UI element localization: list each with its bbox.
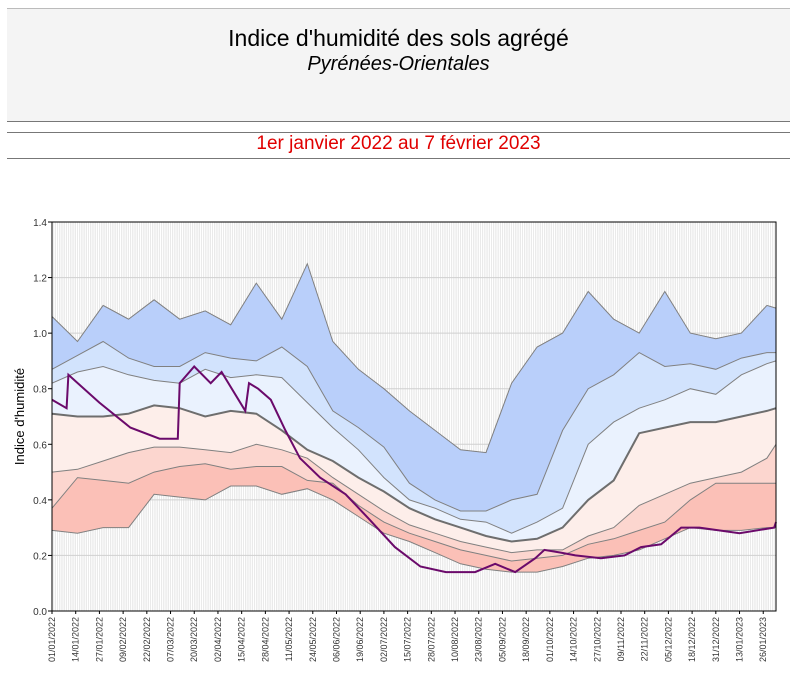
x-tick-label: 27/10/2022	[592, 617, 602, 662]
x-tick-label: 06/06/2022	[331, 617, 341, 662]
page-subtitle: Pyrénées-Orientales	[307, 53, 490, 75]
divider	[7, 121, 790, 122]
y-tick-label: 0.4	[33, 496, 47, 507]
x-tick-label: 10/08/2022	[450, 617, 460, 662]
current-series-line	[51, 365, 777, 574]
x-tick-label: 23/08/2022	[474, 617, 484, 662]
band-line-2	[51, 360, 777, 534]
divider	[7, 132, 790, 133]
x-tick-label: 15/07/2022	[403, 617, 413, 662]
x-tick-label: 26/01/2023	[758, 617, 768, 662]
y-axis-label: Indice d'humidité	[12, 368, 27, 465]
band-line-5	[51, 463, 776, 562]
x-tick-label: 05/09/2022	[497, 617, 507, 662]
x-tick-label: 01/10/2022	[545, 617, 555, 662]
plot-frame	[51, 221, 777, 612]
band-1	[52, 341, 776, 534]
x-tick-label: 18/12/2022	[687, 617, 697, 662]
x-tick-label: 09/02/2022	[118, 617, 128, 662]
band-3	[52, 405, 776, 553]
x-tick-label: 24/05/2022	[308, 617, 318, 662]
x-tick-label: 09/11/2022	[616, 617, 626, 661]
divider	[7, 158, 790, 159]
band-5	[52, 463, 776, 573]
band-line-1	[51, 340, 776, 512]
y-tick-label: 0.2	[33, 551, 47, 562]
y-tick-label: 0.6	[33, 440, 47, 451]
band-line-0	[51, 262, 777, 454]
x-tick-label: 15/04/2022	[237, 617, 247, 662]
x-tick-label: 07/03/2022	[166, 617, 176, 662]
x-tick-label: 20/03/2022	[189, 617, 199, 662]
x-tick-label: 28/04/2022	[260, 617, 270, 662]
y-tick-label: 1.2	[33, 274, 47, 285]
page-title: Indice d'humidité des sols agrégé	[228, 25, 569, 51]
x-tick-label: 02/07/2022	[379, 617, 389, 662]
x-tick-label: 22/11/2022	[640, 617, 650, 661]
x-tick-label: 18/09/2022	[521, 617, 531, 662]
x-tick-label: 02/04/2022	[213, 617, 223, 662]
x-tick-label: 27/01/2022	[94, 617, 104, 662]
band-4	[52, 444, 776, 561]
band-line-3	[51, 404, 777, 543]
y-tick-label: 0.8	[33, 385, 47, 396]
band-line-4	[51, 443, 777, 554]
x-tick-label: 13/01/2023	[735, 617, 745, 662]
x-tick-label: 19/06/2022	[355, 617, 365, 662]
x-tick-label: 31/12/2022	[711, 617, 721, 662]
x-tick-label: 22/02/2022	[142, 617, 152, 662]
period-label: 1er janvier 2022 au 7 février 2023	[256, 133, 541, 154]
header-panel: Indice d'humidité des sols agrégé Pyréné…	[7, 8, 790, 122]
x-tick-label: 01/01/2022	[47, 617, 57, 662]
x-tick-label: 11/05/2022	[284, 617, 294, 661]
x-tick-label: 14/01/2022	[71, 617, 81, 662]
band-0	[52, 263, 776, 511]
x-tick-label: 28/07/2022	[426, 617, 436, 662]
x-tick-label: 14/10/2022	[569, 617, 579, 662]
x-tick-label: 05/12/2022	[663, 617, 673, 662]
y-tick-label: 1.0	[33, 329, 47, 340]
band-2	[52, 360, 776, 542]
y-tick-label: 1.4	[33, 218, 47, 229]
y-tick-label: 0.0	[33, 607, 47, 618]
